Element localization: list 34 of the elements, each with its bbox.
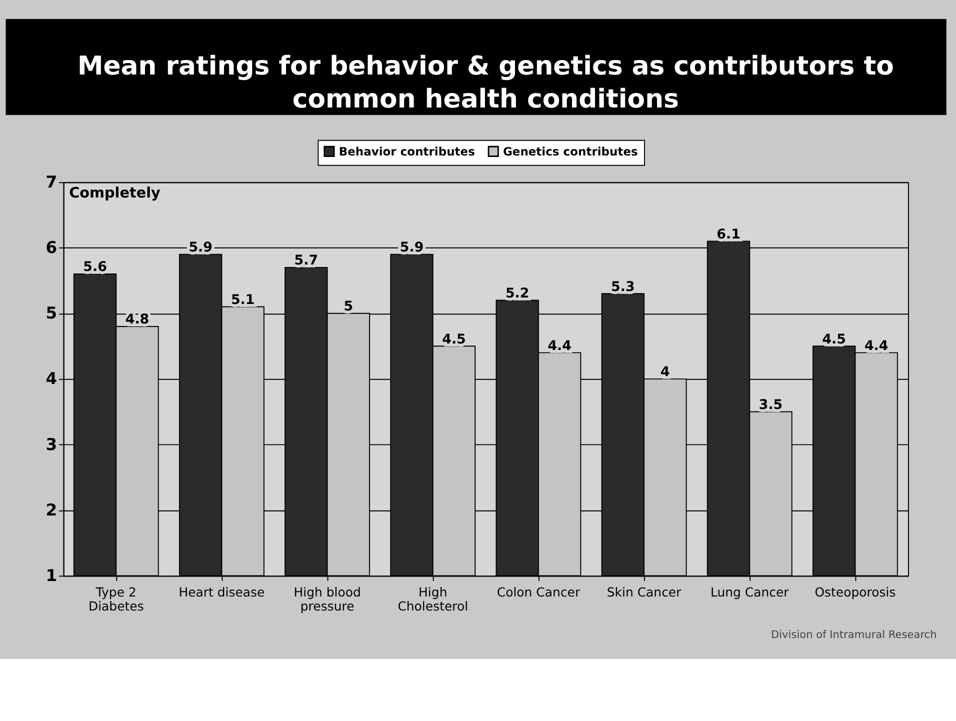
- y-tick-label: 4: [46, 369, 58, 388]
- x-tick-label: Osteoporosis: [814, 584, 896, 600]
- data-label: 4.5: [822, 332, 846, 348]
- x-tick-label: Heart disease: [178, 584, 265, 600]
- data-label: 5.6: [83, 260, 107, 276]
- annotation: Completely: [69, 186, 162, 202]
- x-tick-label: Lung Cancer: [710, 584, 790, 600]
- data-label: 4.5: [442, 332, 466, 348]
- y-tick-label: 3: [46, 434, 58, 454]
- y-tick-label: 2: [46, 500, 58, 520]
- data-label: 4.4: [548, 338, 572, 354]
- chart-title: Mean ratings for behavior & genetics as contributors to common health conditions: [77, 52, 894, 114]
- data-label: 3.5: [758, 398, 783, 413]
- data-label: 5.3: [611, 280, 635, 295]
- data-label: 6.1: [716, 227, 740, 242]
- legend-label: Genetics contributes: [502, 144, 638, 158]
- y-tick-label: 7: [46, 172, 58, 192]
- x-tick-label: High blood pressure: [294, 584, 361, 614]
- y-tick-label: 5: [46, 304, 58, 323]
- x-tick-label: Type 2 Diabetes: [88, 584, 144, 614]
- data-label: 5: [344, 299, 354, 314]
- x-tick-label: Colon Cancer: [496, 584, 581, 600]
- x-tick-label: Skin Cancer: [606, 584, 682, 600]
- data-label: 4.8: [125, 312, 150, 328]
- data-label: 5.2: [505, 286, 530, 302]
- x-tick-label: High Cholesterol: [398, 584, 468, 614]
- data-label: 5.1: [230, 292, 255, 308]
- text: Division of Intramural Research: [770, 629, 937, 642]
- data-label: 4: [660, 365, 670, 380]
- legend-label: Behavior contributes: [338, 144, 476, 158]
- data-label: 4.4: [864, 338, 888, 354]
- y-tick-label: 6: [46, 238, 58, 258]
- data-label: 5.7: [294, 254, 318, 269]
- y-tick-label: 1: [46, 566, 58, 585]
